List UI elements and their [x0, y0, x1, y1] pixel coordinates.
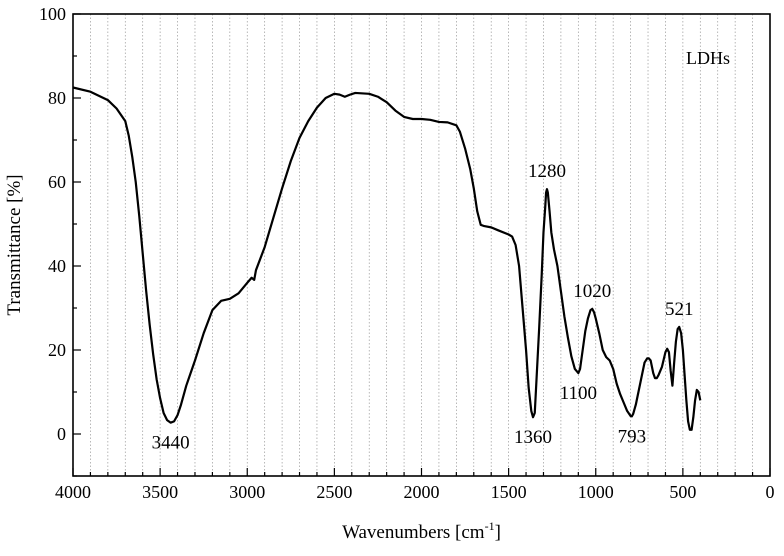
- y-tick-label: 80: [48, 88, 66, 108]
- x-tick-label: 3500: [142, 482, 178, 502]
- x-axis-title-tail: ]: [495, 522, 501, 543]
- x-tick-label: 2000: [404, 482, 440, 502]
- x-tick-label: 4000: [55, 482, 91, 502]
- x-tick-label: 500: [669, 482, 696, 502]
- y-axis-title: Transmittance [%]: [4, 174, 25, 315]
- x-tick-label: 1500: [491, 482, 527, 502]
- y-tick-label: 0: [57, 424, 66, 444]
- series-layer: [72, 86, 702, 431]
- y-tick-label: 100: [39, 4, 66, 24]
- series-line: [72, 86, 702, 431]
- x-axis-title: Wavenumbers [cm-1]: [342, 519, 501, 543]
- peak-label: 521: [665, 299, 694, 320]
- peak-label: 1020: [573, 281, 611, 302]
- y-tick-label: 40: [48, 256, 66, 276]
- x-tick-label: 3000: [229, 482, 265, 502]
- peak-label: 1100: [560, 383, 597, 404]
- legend-label: LDHs: [686, 48, 730, 68]
- grid-layer: [90, 14, 753, 476]
- peak-label: 3440: [152, 433, 190, 454]
- x-axis-title-superscript: -1: [485, 519, 495, 533]
- x-tick-label: 2500: [316, 482, 352, 502]
- labels-layer: Transmittance [%] Wavenumbers [cm-1] LDH…: [4, 48, 730, 543]
- peak-label: 793: [618, 426, 647, 447]
- y-tick-label: 60: [48, 172, 66, 192]
- x-tick-label: 0: [766, 482, 775, 502]
- x-tick-label: 1000: [578, 482, 614, 502]
- peak-label: 1360: [514, 427, 552, 448]
- y-tick-label: 20: [48, 340, 66, 360]
- peak-label: 1280: [528, 161, 566, 182]
- annotation-layer: 3440 1360 1280 1100 1020 793 521: [152, 161, 694, 454]
- x-axis-title-main: Wavenumbers [cm: [342, 522, 485, 543]
- ticks-layer: 4000 3500 3000 2500 2000 1500 1000 500 0 0 20 40 60 8…: [39, 4, 775, 502]
